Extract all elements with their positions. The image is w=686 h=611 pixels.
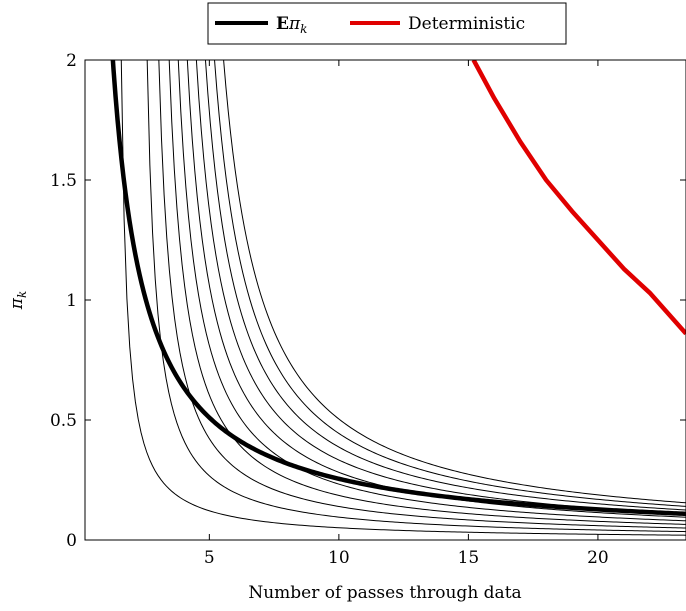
y-tick-label: 2 — [66, 51, 77, 71]
thin-curve-6 — [186, 60, 686, 518]
expected-curve — [110, 60, 686, 517]
x-tick-label: 15 — [458, 548, 480, 568]
thin-curve-7 — [195, 60, 686, 515]
x-tick-label: 10 — [328, 548, 350, 568]
series-layer — [110, 60, 686, 536]
thin-curve-9 — [214, 60, 686, 507]
legend-label-deterministic: Deterministic — [408, 14, 525, 34]
thin-curve-1 — [120, 60, 686, 536]
svg-text:πk: πk — [7, 291, 29, 310]
thin-curve-2 — [146, 60, 686, 533]
legend-label-expected: Eπk — [276, 14, 307, 36]
legend: Eπk Deterministic — [207, 2, 567, 45]
x-tick-label: 5 — [204, 548, 215, 568]
y-axis-label: πk — [7, 291, 29, 310]
y-tick-label: 0.5 — [50, 411, 77, 431]
x-tick-label: 20 — [587, 548, 609, 568]
thin-curve-10 — [223, 60, 686, 504]
thin-curve-5 — [177, 60, 686, 522]
y-axis-label-sub: k — [15, 291, 29, 298]
tick-layer: 5 10 15 20 0 0.5 1 1.5 2 — [50, 51, 686, 568]
y-tick-label: 1 — [66, 291, 77, 311]
thin-curve-4 — [168, 60, 686, 525]
x-axis-label: Number of passes through data — [248, 583, 521, 603]
thin-curve-3 — [158, 60, 686, 529]
y-tick-label: 0 — [66, 531, 77, 551]
y-tick-label: 1.5 — [50, 171, 77, 191]
y-axis-label-main: π — [7, 297, 27, 310]
deterministic-curve — [471, 60, 686, 336]
thin-curve-8 — [204, 60, 686, 511]
